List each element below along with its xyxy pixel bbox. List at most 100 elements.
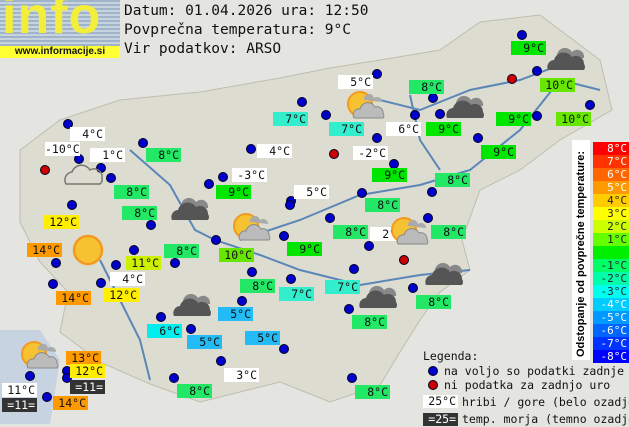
- station-temperature-label[interactable]: 8°C: [409, 80, 444, 94]
- station-dot[interactable]: [67, 200, 77, 210]
- station-temperature-label[interactable]: 8°C: [352, 315, 387, 329]
- station-dot[interactable]: [129, 245, 139, 255]
- station-dot[interactable]: [51, 258, 61, 268]
- station-temperature-label[interactable]: 14°C: [56, 291, 91, 305]
- station-dot[interactable]: [25, 371, 35, 381]
- station-temperature-label[interactable]: 8°C: [122, 206, 157, 220]
- station-dot[interactable]: [42, 392, 52, 402]
- station-temperature-label[interactable]: 8°C: [114, 185, 149, 199]
- station-temperature-label[interactable]: 7°C: [273, 112, 308, 126]
- station-dot[interactable]: [48, 279, 58, 289]
- station-dot[interactable]: [62, 373, 72, 383]
- station-dot[interactable]: [96, 278, 106, 288]
- station-temperature-label[interactable]: 9°C: [481, 145, 516, 159]
- station-dot[interactable]: [218, 172, 228, 182]
- station-temperature-label[interactable]: 4°C: [110, 272, 145, 286]
- station-temperature-label[interactable]: 5°C: [338, 75, 373, 89]
- station-no-data-dot[interactable]: [507, 74, 517, 84]
- station-temperature-label[interactable]: 5°C: [218, 307, 253, 321]
- station-dot[interactable]: [435, 109, 445, 119]
- station-temperature-label[interactable]: 8°C: [431, 225, 466, 239]
- station-dot[interactable]: [325, 213, 335, 223]
- station-dot[interactable]: [146, 220, 156, 230]
- station-dot[interactable]: [364, 241, 374, 251]
- station-dot[interactable]: [473, 133, 483, 143]
- station-dot[interactable]: [372, 133, 382, 143]
- station-temperature-label[interactable]: 6°C: [147, 324, 182, 338]
- station-temperature-label[interactable]: 12°C: [104, 288, 139, 302]
- station-temperature-label[interactable]: 14°C: [53, 396, 88, 410]
- site-url-link[interactable]: www.informacije.si: [0, 46, 120, 58]
- station-dot[interactable]: [247, 267, 257, 277]
- station-dot[interactable]: [357, 188, 367, 198]
- station-temperature-label[interactable]: -3°C: [232, 168, 267, 182]
- station-temperature-label[interactable]: 7°C: [279, 287, 314, 301]
- station-dot[interactable]: [585, 100, 595, 110]
- station-temperature-label[interactable]: 8°C: [435, 173, 470, 187]
- station-temperature-label[interactable]: 9°C: [496, 112, 531, 126]
- station-dot[interactable]: [285, 200, 295, 210]
- station-temperature-label[interactable]: 10°C: [219, 248, 254, 262]
- station-temperature-label[interactable]: 8°C: [164, 244, 199, 258]
- station-temperature-label[interactable]: 5°C: [245, 331, 280, 345]
- station-temperature-label[interactable]: -10°C: [45, 142, 80, 156]
- station-dot[interactable]: [427, 187, 437, 197]
- station-dot[interactable]: [410, 110, 420, 120]
- station-dot[interactable]: [321, 110, 331, 120]
- station-dot[interactable]: [237, 296, 247, 306]
- station-temperature-label[interactable]: 10°C: [540, 78, 575, 92]
- station-dot[interactable]: [532, 66, 542, 76]
- station-no-data-dot[interactable]: [399, 255, 409, 265]
- station-dot[interactable]: [138, 138, 148, 148]
- station-temperature-label[interactable]: 4°C: [257, 144, 292, 158]
- station-dot[interactable]: [347, 373, 357, 383]
- station-no-data-dot[interactable]: [329, 149, 339, 159]
- station-temperature-label[interactable]: =11=: [70, 380, 105, 394]
- station-temperature-label[interactable]: 14°C: [27, 243, 62, 257]
- station-dot[interactable]: [169, 373, 179, 383]
- station-dot[interactable]: [428, 93, 438, 103]
- station-temperature-label[interactable]: 8°C: [333, 225, 368, 239]
- station-temperature-label[interactable]: 8°C: [365, 198, 400, 212]
- station-dot[interactable]: [186, 324, 196, 334]
- station-dot[interactable]: [204, 179, 214, 189]
- logo[interactable]: info: [0, 0, 120, 46]
- station-dot[interactable]: [63, 119, 73, 129]
- station-temperature-label[interactable]: 11°C: [2, 383, 37, 397]
- station-temperature-label[interactable]: 5°C: [187, 335, 222, 349]
- station-temperature-label[interactable]: 6°C: [386, 122, 421, 136]
- station-temperature-label[interactable]: 7°C: [325, 280, 360, 294]
- station-dot[interactable]: [286, 274, 296, 284]
- station-temperature-label[interactable]: 5°C: [294, 185, 329, 199]
- station-dot[interactable]: [349, 264, 359, 274]
- station-temperature-label[interactable]: 8°C: [177, 384, 212, 398]
- station-dot[interactable]: [297, 97, 307, 107]
- station-dot[interactable]: [517, 30, 527, 40]
- station-temperature-label[interactable]: -2°C: [353, 146, 388, 160]
- station-temperature-label[interactable]: 4°C: [70, 127, 105, 141]
- station-temperature-label[interactable]: =11=: [2, 398, 37, 412]
- station-dot[interactable]: [423, 213, 433, 223]
- station-no-data-dot[interactable]: [40, 165, 50, 175]
- station-dot[interactable]: [372, 69, 382, 79]
- station-dot[interactable]: [344, 304, 354, 314]
- station-dot[interactable]: [111, 260, 121, 270]
- station-dot[interactable]: [532, 111, 542, 121]
- station-temperature-label[interactable]: 9°C: [216, 185, 251, 199]
- station-temperature-label[interactable]: 9°C: [511, 41, 546, 55]
- station-temperature-label[interactable]: 9°C: [372, 168, 407, 182]
- station-dot[interactable]: [279, 344, 289, 354]
- station-temperature-label[interactable]: 7°C: [329, 122, 364, 136]
- station-dot[interactable]: [246, 144, 256, 154]
- station-temperature-label[interactable]: 12°C: [70, 364, 105, 378]
- station-temperature-label[interactable]: 9°C: [426, 122, 461, 136]
- station-temperature-label[interactable]: 3°C: [224, 368, 259, 382]
- station-dot[interactable]: [156, 312, 166, 322]
- station-dot[interactable]: [211, 235, 221, 245]
- station-temperature-label[interactable]: 9°C: [287, 242, 322, 256]
- station-temperature-label[interactable]: 8°C: [355, 385, 390, 399]
- station-dot[interactable]: [106, 173, 116, 183]
- station-temperature-label[interactable]: 8°C: [416, 295, 451, 309]
- station-temperature-label[interactable]: 10°C: [556, 112, 591, 126]
- station-dot[interactable]: [408, 283, 418, 293]
